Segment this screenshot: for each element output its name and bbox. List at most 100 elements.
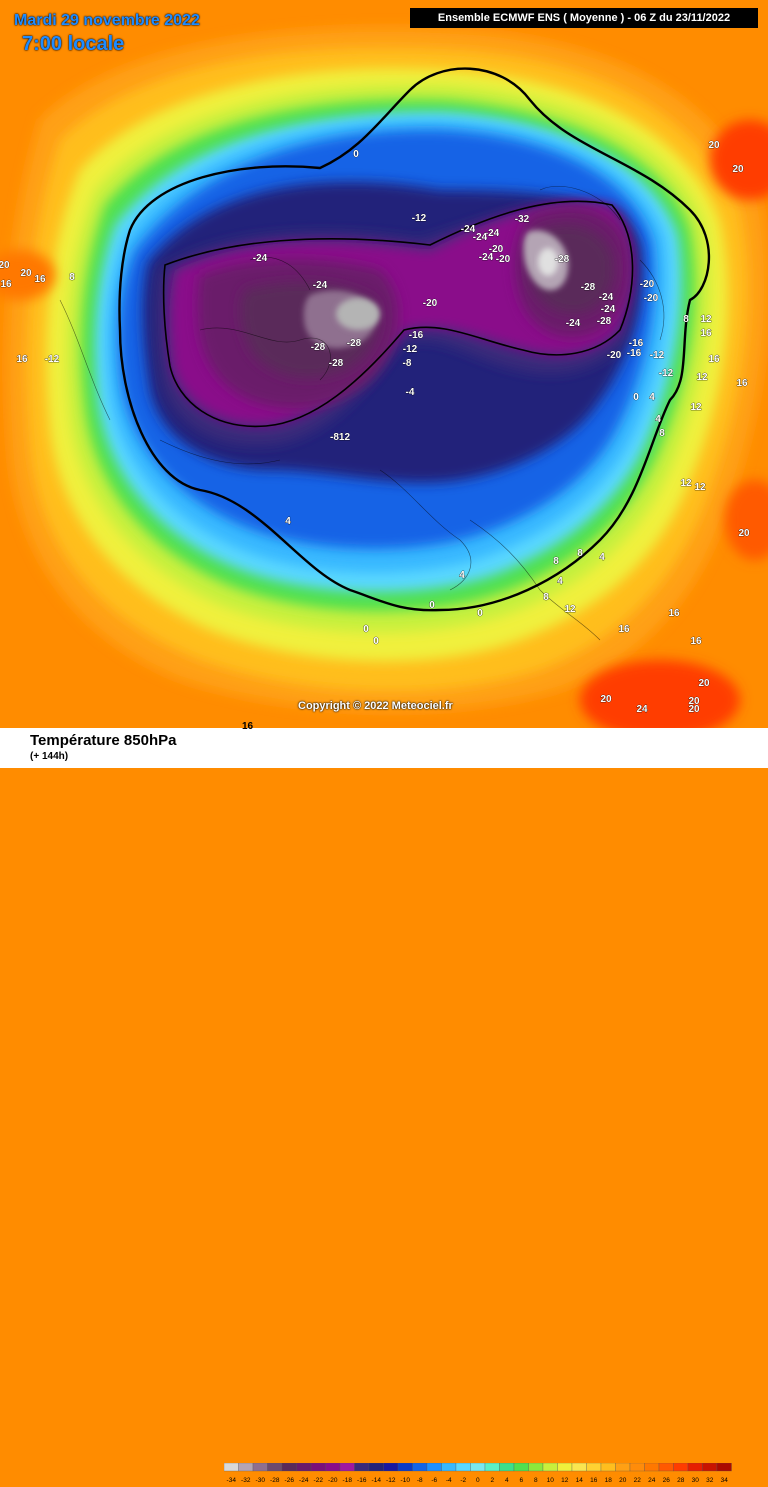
- contour-label: 20: [688, 696, 700, 707]
- contour-label: -32: [515, 214, 530, 225]
- legend-swatch: [484, 1463, 500, 1472]
- contour-label: 16: [618, 624, 630, 635]
- legend-label: -34: [227, 1477, 237, 1484]
- legend-swatch: [586, 1463, 602, 1472]
- contour-label: -28: [581, 282, 596, 293]
- contour-label: -8: [403, 358, 412, 369]
- legend-swatch: [455, 1463, 471, 1472]
- legend-label: 0: [476, 1477, 480, 1484]
- legend-label: 4: [505, 1477, 509, 1484]
- legend-label: 14: [576, 1477, 584, 1484]
- copyright-text: Copyright © 2022 Meteociel.fr: [298, 700, 453, 712]
- legend-swatch: [267, 1463, 283, 1472]
- legend-swatch: [528, 1463, 544, 1472]
- legend-label: -26: [285, 1477, 295, 1484]
- legend-label: 32: [706, 1477, 714, 1484]
- contour-label: 0: [633, 392, 639, 403]
- color-legend: -34 -32 -30 -28 -26 -24 -22 -20 -18 -16 -14 -12 -10-…: [224, 1463, 732, 1484]
- contour-label: -16: [629, 338, 644, 349]
- run-info-box: Ensemble ECMWF ENS ( Moyenne ) - 06 Z du…: [410, 8, 758, 28]
- legend-label: -24: [299, 1477, 309, 1484]
- legend-label: 16: [590, 1477, 598, 1484]
- legend-swatch: [339, 1463, 355, 1472]
- legend-label: -8: [417, 1477, 423, 1484]
- footer-bar: Température 850hPa (+ 144h) -34 -32 -30 -28…: [0, 728, 768, 1484]
- legend-label: -12: [386, 1477, 396, 1484]
- legend-label: 18: [605, 1477, 613, 1484]
- contour-label: 0: [363, 624, 369, 635]
- legend-label: 28: [677, 1477, 685, 1484]
- footer-extra-label: 16: [242, 721, 254, 732]
- legend-label: 10: [547, 1477, 555, 1484]
- legend-swatch: [412, 1463, 428, 1472]
- contour-label: 16: [690, 636, 702, 647]
- legend-label: -28: [270, 1477, 280, 1484]
- legend-swatch: [354, 1463, 370, 1472]
- legend-label: -4: [446, 1477, 452, 1484]
- contour-label: 0: [353, 149, 359, 160]
- legend-label: -22: [314, 1477, 324, 1484]
- contour-label: 4: [557, 576, 563, 587]
- legend-label: -18: [343, 1477, 353, 1484]
- contour-label: -20: [489, 244, 504, 255]
- contour-label: 8: [577, 548, 583, 559]
- legend-label: 34: [721, 1477, 729, 1484]
- contour-label: -12: [45, 354, 60, 365]
- legend-swatch: [281, 1463, 297, 1472]
- contour-label: 20: [698, 678, 710, 689]
- legend-label: -6: [431, 1477, 437, 1484]
- legend-swatch: [470, 1463, 486, 1472]
- legend-label: -14: [372, 1477, 382, 1484]
- contour-label: 16: [34, 274, 46, 285]
- legend-label: 6: [519, 1477, 523, 1484]
- contour-label: -20: [640, 279, 655, 290]
- legend-swatch: [513, 1463, 529, 1472]
- legend-swatch: [658, 1463, 674, 1472]
- contour-label: 4: [285, 516, 291, 527]
- contour-label: 16: [668, 608, 680, 619]
- contour-label: 12: [696, 372, 708, 383]
- contour-label: -20: [496, 254, 511, 265]
- contour-label: -24: [599, 292, 614, 303]
- legend-label: -16: [357, 1477, 367, 1484]
- contour-label: -16: [409, 330, 424, 341]
- contour-label: 16: [700, 328, 712, 339]
- legend-label: 12: [561, 1477, 569, 1484]
- legend-label: 20: [619, 1477, 627, 1484]
- contour-label: -812: [330, 432, 350, 443]
- contour-label: -28: [555, 254, 570, 265]
- contour-label: -24: [479, 252, 494, 263]
- contour-label: -12: [659, 368, 674, 379]
- legend-label: -32: [241, 1477, 251, 1484]
- contour-label: 20: [732, 164, 744, 175]
- contour-label: -12: [412, 213, 427, 224]
- legend-label: 26: [663, 1477, 671, 1484]
- contour-label: 0: [429, 600, 435, 611]
- legend-label: -2: [460, 1477, 466, 1484]
- contour-label: 16: [0, 279, 12, 290]
- contour-label: -20: [644, 293, 659, 304]
- contour-label: -24: [485, 228, 500, 239]
- contour-label: 20: [688, 704, 700, 715]
- legend-swatch: [716, 1463, 732, 1472]
- contour-label: -24: [461, 224, 476, 235]
- contour-label: -28: [311, 342, 326, 353]
- legend-swatch: [600, 1463, 616, 1472]
- contour-label: 20: [708, 140, 720, 151]
- legend-swatch: [441, 1463, 457, 1472]
- legend-swatch: [571, 1463, 587, 1472]
- contour-label: 8: [543, 592, 549, 603]
- contour-label: 20: [0, 260, 10, 271]
- contour-label: 24: [636, 704, 648, 715]
- contour-label: -12: [650, 350, 665, 361]
- legend-swatch: [383, 1463, 399, 1472]
- contour-label: 16: [736, 378, 748, 389]
- legend-swatch: [252, 1463, 268, 1472]
- contour-label: 12: [680, 478, 692, 489]
- legend-swatch: [687, 1463, 703, 1472]
- contour-label: -20: [607, 350, 622, 361]
- forecast-local-time: 7:00 locale: [22, 33, 125, 55]
- legend-label: 2: [490, 1477, 494, 1484]
- contour-label: -28: [597, 316, 612, 327]
- legend-swatch: [310, 1463, 326, 1472]
